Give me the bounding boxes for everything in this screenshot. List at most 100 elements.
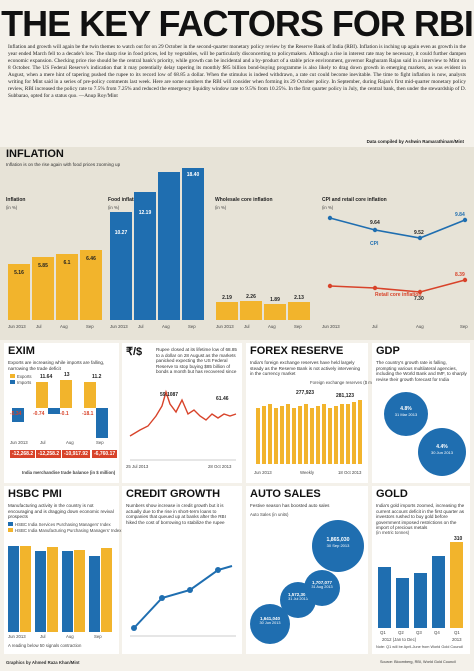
bar	[134, 192, 156, 320]
data-label: 6.46	[86, 256, 96, 262]
data-label: 310	[454, 536, 463, 542]
forex-bar	[328, 408, 332, 464]
retail-point	[372, 285, 378, 291]
tick-label: Jul	[40, 634, 46, 639]
data-label: 2.13	[294, 295, 304, 301]
gdp-subtitle: The country's growth rate is falling, pr…	[376, 360, 467, 382]
bar	[56, 254, 78, 320]
bar	[158, 172, 180, 320]
rupee-line-chart	[129, 389, 237, 461]
forex-bar	[346, 404, 350, 464]
tick-label: Jun 2013	[254, 470, 272, 475]
intro-text: Inflation and growth will again be the t…	[8, 44, 466, 99]
rupee-end: 61.46	[216, 396, 229, 402]
forex-bar	[322, 404, 326, 464]
core-unit: (in %)	[215, 205, 227, 210]
forex-bar	[304, 404, 308, 464]
data-label: 11.2	[92, 374, 102, 380]
tick-label: Aug	[60, 324, 68, 329]
auto-value: 1,572,300	[287, 592, 309, 597]
data-label: 8.39	[455, 272, 465, 278]
legend-exports-swatch	[10, 374, 15, 378]
tick-label: Aug	[66, 634, 74, 639]
forex-header: FOREX RESERVE	[250, 345, 344, 357]
data-label: 9.64	[370, 220, 380, 226]
exim-subtitle: Exports are increasing while imports are…	[8, 360, 105, 371]
credit-point	[159, 595, 165, 601]
credit-point	[215, 567, 221, 573]
tick-label: Sep	[94, 634, 102, 639]
bar	[62, 551, 73, 632]
tick-label: Jun 2013	[10, 440, 28, 445]
tick-label: Aug	[416, 324, 424, 329]
cpi-point	[462, 217, 468, 223]
gdp-value: 4.8%	[400, 406, 412, 412]
credit-section	[122, 486, 242, 654]
auto-bubble-4: 1,865,030 30 Sep 2013	[312, 520, 364, 572]
tick-label: Sep	[86, 324, 94, 329]
bar	[216, 302, 238, 320]
gold-note: Note: Q1 will be April-June from World G…	[376, 645, 464, 649]
bar	[110, 212, 132, 320]
retail-point	[462, 277, 468, 283]
data-label: 2.19	[222, 295, 232, 301]
wpi-unit: (in %)	[6, 205, 18, 210]
gdp-bubble-1: 4.8% 31 Mar 2013	[384, 392, 428, 436]
forex-bar	[334, 406, 338, 464]
gdp-header: GDP	[376, 345, 400, 357]
data-label: 13	[64, 372, 70, 378]
bar	[288, 302, 310, 320]
auto-bubble-3: 1,707,077 31 Aug 2013	[304, 570, 340, 606]
bar	[264, 304, 286, 320]
graphics-credit: Graphics by Ahmed Raza Khan/Mint	[6, 660, 80, 665]
gdp-date: 31 Mar 2013	[394, 412, 418, 417]
tick-label: Sep	[460, 324, 468, 329]
bar	[378, 567, 391, 628]
data-label: 9.52	[414, 230, 424, 236]
data-label: 277,923	[296, 390, 315, 396]
data-label: 11.64	[40, 374, 53, 380]
forex-bar	[316, 406, 320, 464]
forex-bar	[298, 406, 302, 464]
data-label: 9.84	[455, 212, 465, 218]
auto-value: 1,707,077	[311, 580, 333, 585]
bar	[8, 546, 19, 632]
forex-bar	[358, 400, 362, 464]
bar	[89, 556, 100, 632]
trade-value: -10,917.92	[62, 450, 90, 458]
legend-services: HSBC India Services Purchasing Managers'…	[15, 522, 111, 527]
food-unit: (in %)	[108, 205, 120, 210]
exim-header: EXIM	[8, 345, 35, 357]
data-label: 281,123	[336, 393, 355, 399]
data-label: -0.1	[60, 411, 69, 417]
bar	[48, 408, 60, 414]
tick-label: Aug	[268, 324, 276, 329]
forex-bar	[310, 408, 314, 464]
tick-label: Aug	[66, 440, 74, 445]
page-title: THE KEY FACTORS FOR RBI	[1, 3, 474, 44]
compiled-by: Data compiled by Ashwin Ramarathinam/Min…	[366, 139, 464, 144]
retail-point	[327, 283, 333, 289]
forex-bar	[274, 408, 278, 464]
tick-label: 18 Oct 2013	[338, 470, 362, 475]
auto-header: AUTO SALES	[250, 488, 321, 500]
wpi-label: Inflation	[6, 197, 26, 203]
gold-period: 2013	[452, 637, 462, 642]
tick-label: Jul	[372, 324, 378, 329]
tick-label: Q2	[398, 630, 404, 635]
tick-label: Sep	[294, 324, 302, 329]
tick-label: Sep	[96, 440, 104, 445]
bar	[32, 257, 54, 320]
auto-date: 30 Sep 2013	[326, 543, 350, 548]
tick-label: Sep	[188, 324, 196, 329]
tick-label: Jun 2013	[8, 324, 26, 329]
inflation-header: INFLATION	[6, 148, 64, 160]
forex-bar	[292, 408, 296, 464]
food-label: Food inflation	[108, 197, 142, 203]
gold-unit: (in metric tonnes)	[376, 530, 410, 535]
credit-header: CREDIT GROWTH	[126, 488, 221, 500]
data-label: 2.26	[246, 294, 256, 300]
hsbc-header: HSBC PMI	[8, 488, 62, 500]
gdp-date: 30 Jun 2013	[430, 450, 454, 455]
retail-point	[417, 289, 423, 295]
